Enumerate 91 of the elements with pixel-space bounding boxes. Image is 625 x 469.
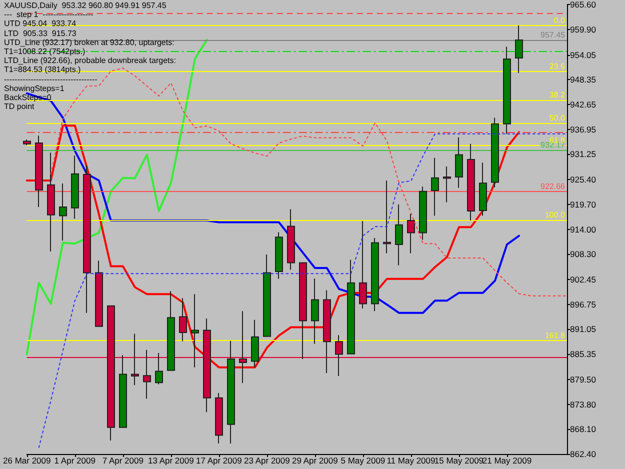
candlestick [131,333,139,386]
x-tick-label: 15 May 2009 [434,456,484,466]
y-tick-label: 965.60 [570,0,596,10]
candlestick [155,352,163,385]
candlestick [407,214,415,254]
y-tick-label: 908.30 [570,249,596,260]
candlestick [95,260,103,327]
x-tick-label: 21 May 2009 [482,456,532,466]
y-tick-label: 879.50 [570,374,596,385]
line-series [26,124,520,368]
candlestick [431,157,439,216]
annotation: ----------------------------------- [4,74,98,84]
chart-title: XAUUSD,Daily 953.32 960.80 949.91 957.45 [4,1,168,10]
candlestick [359,220,367,310]
candlestick [35,135,43,208]
annotation: LTD_Line (922.66), probable downbreak targets: [4,56,176,66]
annotation: 23.6 [549,62,566,71]
y-tick-label: 936.95 [570,124,596,134]
candlestick [443,166,451,203]
candlestick [383,180,391,254]
candlestick [239,310,247,384]
candlestick [143,349,151,400]
annotation: LTD 905.33 915.73 [4,28,78,38]
ref-line-label: 932.17 [540,140,566,150]
y-tick-label: 914.00 [570,224,596,234]
y-tick-label: 902.45 [570,274,596,285]
x-tick-label: 11 May 2009 [386,456,436,466]
candlestick [59,183,67,242]
y-tick-label: 868.10 [570,424,596,434]
x-tick-label: 17 Apr 2009 [196,456,242,466]
annotation: TD point [4,102,36,112]
candlestick [335,334,343,377]
candlestick [479,162,487,216]
candlestick [347,259,355,355]
ref-line-label: 922.66 [540,182,566,192]
candlestick [299,262,307,360]
annotation: 38.2 [549,90,566,100]
candlestick [191,294,199,368]
annotation: UTD_Line (932.17) broken at 932.80, uptargets: [4,38,176,48]
line-series [38,133,568,448]
y-tick-label: 925.40 [570,174,596,185]
x-tick-label: 26 Mar 2009 [2,456,51,466]
candlestick [395,204,403,266]
x-tick-label: 5 May 2009 [340,456,386,466]
candlestick [179,298,187,342]
candlestick [83,165,91,314]
y-tick-label: 942.65 [570,99,596,110]
candlestick [503,46,511,134]
candlestick [251,319,259,368]
candlestick [323,290,331,374]
candlestick [419,186,427,240]
x-tick-label: 7 Apr 2009 [102,456,144,466]
y-tick-label: 873.80 [570,399,596,410]
y-tick-label: 931.25 [570,149,596,160]
candlestick [263,254,271,337]
candlestick [215,392,223,444]
candlestick [227,340,235,444]
candlestick [371,237,379,312]
x-tick-label: 13 Apr 2009 [148,456,194,466]
x-tick-label: 1 Apr 2009 [54,456,96,466]
candlestick [287,208,295,270]
x-tick-label: 29 Apr 2009 [292,456,338,466]
candlestick [455,136,463,188]
candlestick [71,155,79,220]
y-tick-label: 959.90 [570,24,596,34]
y-tick-label: 896.75 [570,299,596,310]
candlestick [311,278,319,344]
y-tick-label: 919.70 [570,199,596,210]
candlestick [491,117,499,188]
y-tick-label: 885.35 [570,349,596,360]
y-tick-label: 948.35 [570,74,596,85]
x-tick-label: 23 Apr 2009 [244,456,290,466]
candlestick [107,304,115,441]
candlestick [167,290,175,372]
candlestick [275,232,283,280]
annotation: ShowingSteps=1 [4,84,66,94]
annotation: 161.8 [544,330,566,340]
candlestick [515,24,523,74]
candlestick [47,152,55,252]
y-tick-label: 862.40 [570,449,596,459]
annotation: 100.0 [544,210,566,220]
candlestick [119,354,127,428]
y-tick-label: 954.05 [570,50,596,60]
y-tick-label: 891.05 [570,324,596,334]
candlestick [467,143,475,222]
candlestick [203,318,211,413]
annotation: 0.0 [554,16,566,25]
ref-line-label: 957.45 [540,30,566,40]
annotation: --- step 1 ------------------- [4,10,94,20]
candlestick [23,139,31,146]
annotation: 50.0 [549,113,566,122]
